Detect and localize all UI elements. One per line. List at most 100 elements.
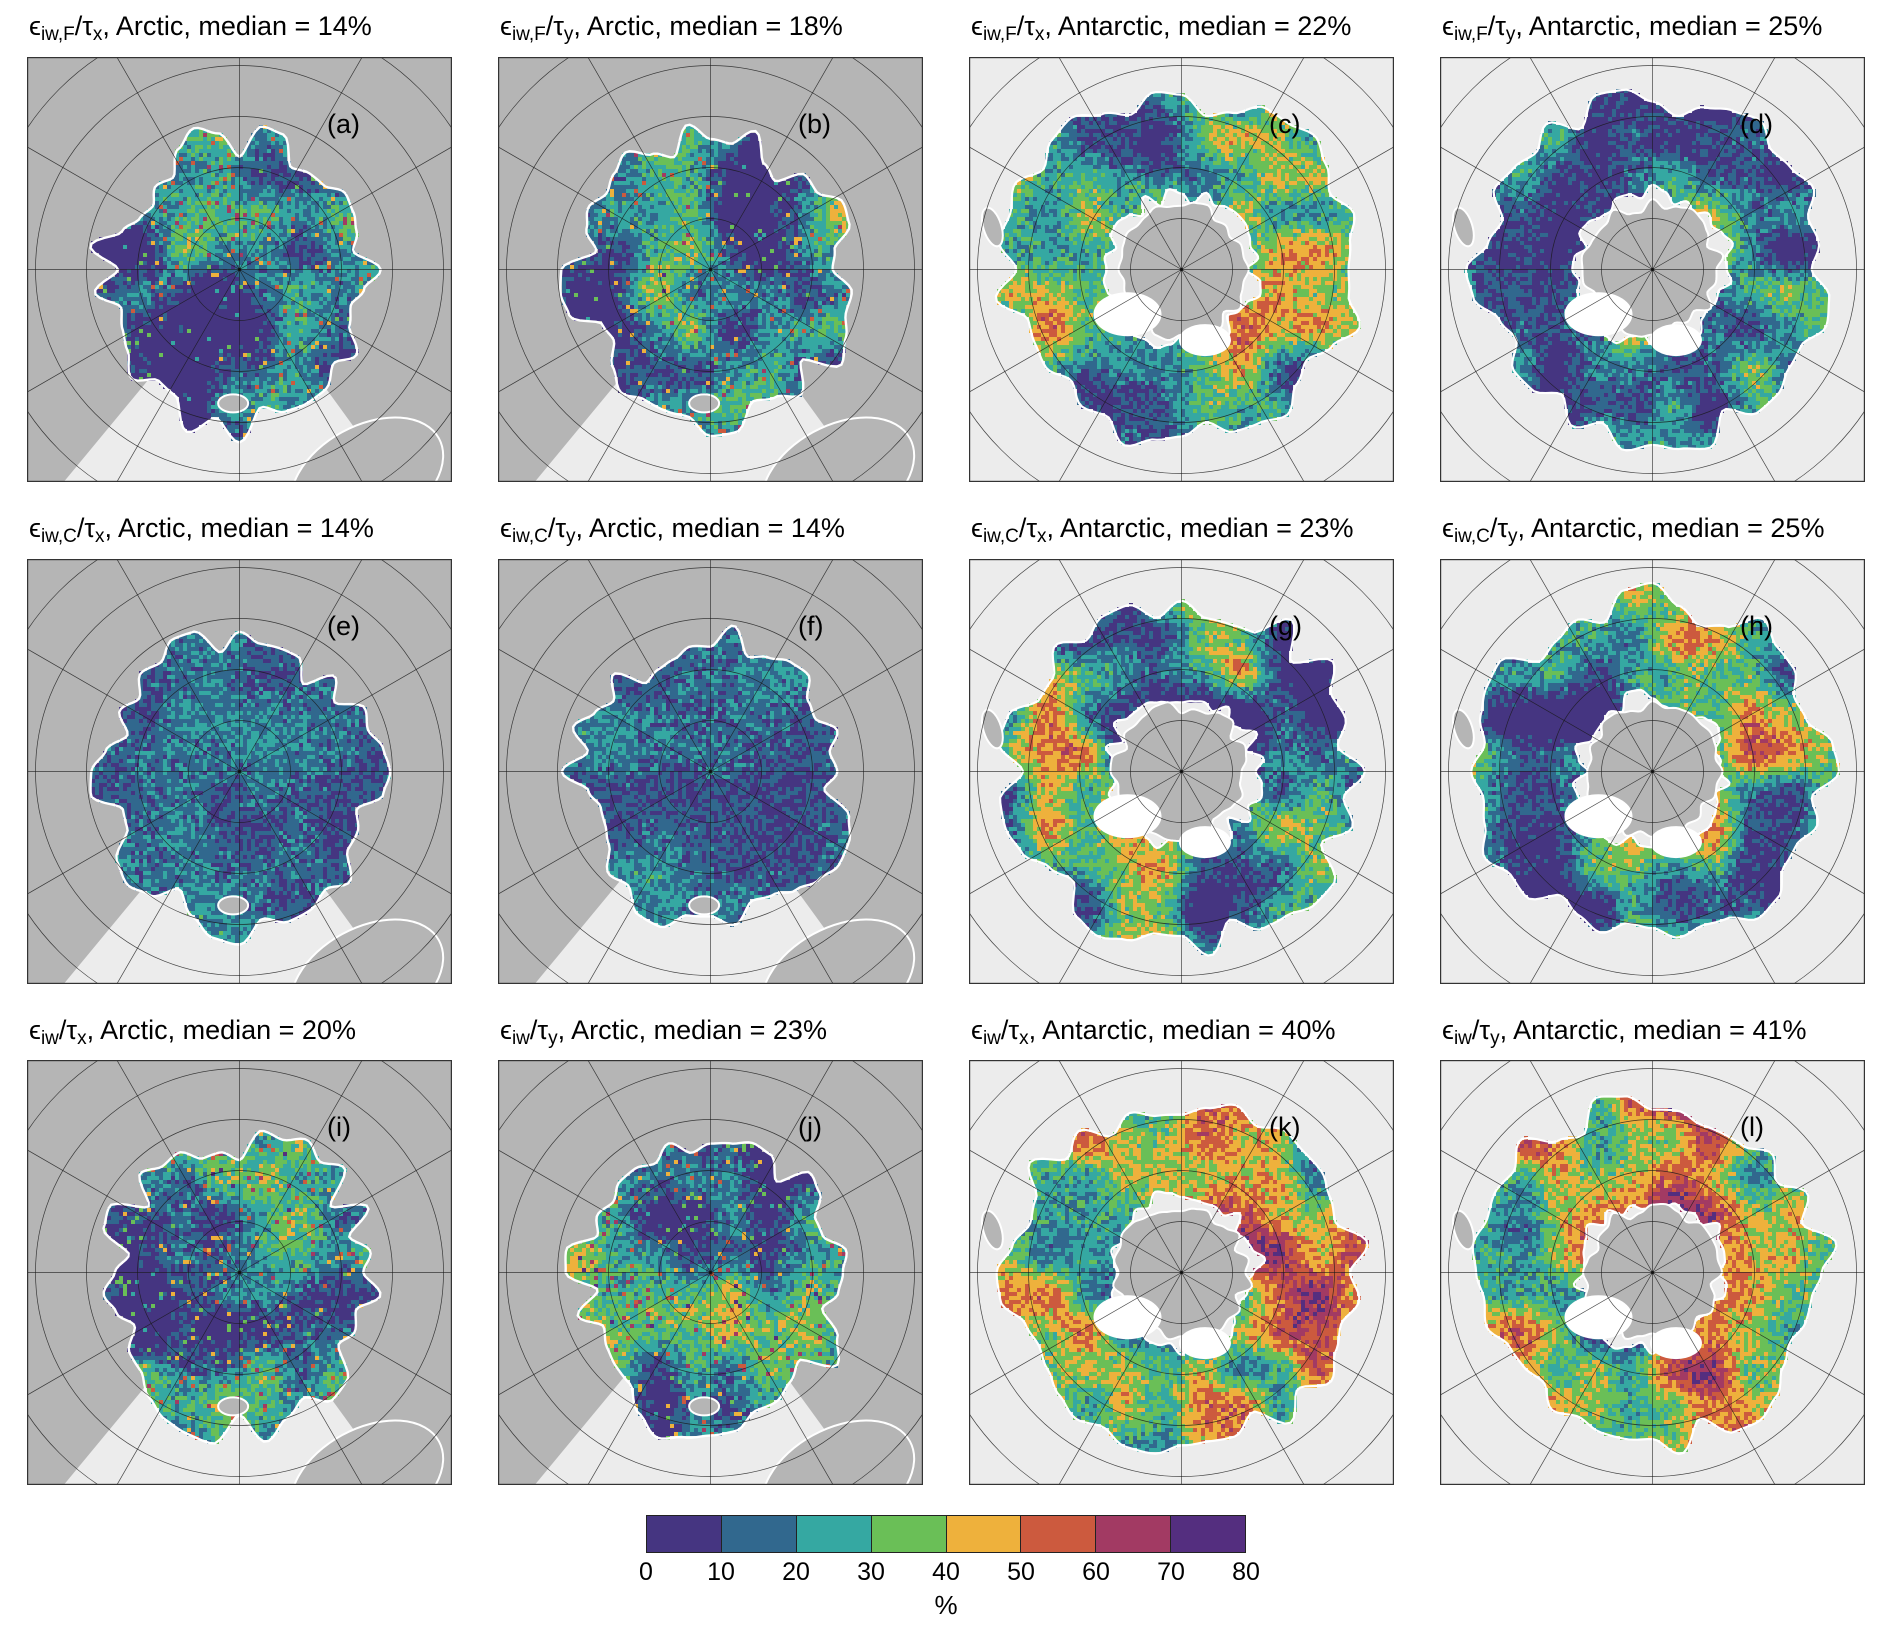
tau-symbol: τ [1008, 1014, 1020, 1045]
colorbar-segment [870, 1516, 946, 1553]
panel-k: ϵiw/τx, Antarctic, median = 40% (k) [969, 1014, 1394, 1486]
epsilon-subscript: iw,F [982, 23, 1017, 45]
colorbar-segment [1020, 1516, 1096, 1553]
tau-subscript: x [95, 525, 105, 547]
title-rest: , Antarctic, median = 40% [1028, 1014, 1336, 1045]
panel-title: ϵiw,C/τy, Antarctic, median = 25% [1442, 512, 1865, 553]
epsilon-subscript: iw [511, 1027, 530, 1049]
tau-symbol: τ [1024, 11, 1035, 41]
slash: / [74, 11, 83, 41]
epsilon-symbol: ϵ [500, 1014, 512, 1045]
title-rest: , Arctic, median = 14% [575, 512, 845, 543]
epsilon-subscript: iw,C [511, 525, 548, 547]
colorbar-ticks: 0 10 20 30 40 50 60 70 80 [639, 1556, 1260, 1588]
epsilon-symbol: ϵ [500, 512, 512, 543]
map-antarctic: (h) [1440, 558, 1865, 984]
colorbar-tick-label: 0 [639, 1558, 653, 1587]
panel-letter: (g) [1269, 610, 1302, 641]
map-canvas [1440, 56, 1865, 482]
panel-letter: (h) [1740, 610, 1773, 641]
colorbar-tick-label: 40 [932, 1558, 960, 1587]
tau-subscript: y [563, 23, 574, 45]
panel-i: ϵiw/τx, Arctic, median = 20% (i) [27, 1014, 452, 1486]
figure-grid: ϵiw,F/τx, Arctic, median = 14% (a) ϵiw,F… [27, 10, 1865, 1486]
panel-title: ϵiw,F/τy, Arctic, median = 18% [500, 10, 923, 51]
map-antarctic: (g) [969, 558, 1394, 984]
panel-title: ϵiw/τy, Antarctic, median = 41% [1442, 1014, 1865, 1055]
map-arctic: (b) [498, 56, 923, 482]
tau-symbol: τ [553, 11, 564, 41]
tau-symbol: τ [1479, 1014, 1491, 1045]
panel-title: ϵiw,C/τx, Arctic, median = 14% [29, 512, 452, 553]
epsilon-symbol: ϵ [500, 11, 512, 41]
panel-g: ϵiw,C/τx, Antarctic, median = 23% (g) [969, 512, 1394, 984]
epsilon-symbol: ϵ [1442, 512, 1454, 543]
map-canvas [498, 558, 923, 984]
epsilon-symbol: ϵ [971, 11, 983, 41]
tau-symbol: τ [1497, 512, 1509, 543]
panel-title: ϵiw/τx, Arctic, median = 20% [29, 1014, 452, 1055]
epsilon-subscript: iw,F [511, 23, 546, 45]
epsilon-symbol: ϵ [1442, 1014, 1454, 1045]
slash: / [1471, 1014, 1480, 1045]
colorbar-tick-label: 10 [707, 1558, 735, 1587]
map-canvas [27, 56, 452, 482]
panel-b: ϵiw,F/τy, Arctic, median = 18% (b) [498, 10, 923, 482]
epsilon-subscript: iw,F [1453, 23, 1488, 45]
panel-title: ϵiw,F/τx, Arctic, median = 14% [29, 10, 452, 51]
panel-letter: (j) [798, 1112, 822, 1143]
epsilon-subscript: iw [982, 1027, 1001, 1049]
colorbar-tick-label: 20 [782, 1558, 810, 1587]
panel-letter: (b) [798, 108, 831, 139]
title-rest: , Antarctic, median = 41% [1499, 1014, 1807, 1045]
title-rest: , Antarctic, median = 25% [1515, 11, 1823, 41]
title-rest: , Antarctic, median = 22% [1044, 11, 1352, 41]
map-canvas [969, 558, 1394, 984]
map-canvas [27, 558, 452, 984]
map-arctic: (i) [27, 1060, 452, 1486]
epsilon-subscript: iw [1453, 1027, 1472, 1049]
colorbar-segment [1095, 1516, 1171, 1553]
map-arctic: (e) [27, 558, 452, 984]
colorbar-segment [647, 1516, 721, 1553]
map-canvas [1440, 558, 1865, 984]
tau-subscript: y [566, 525, 576, 547]
epsilon-symbol: ϵ [1442, 11, 1454, 41]
epsilon-subscript: iw,C [1453, 525, 1490, 547]
colorbar: 0 10 20 30 40 50 60 70 80 % [0, 1515, 1892, 1647]
colorbar-tick-label: 60 [1082, 1558, 1110, 1587]
tau-symbol: τ [1026, 512, 1038, 543]
title-rest: , Antarctic, median = 25% [1517, 512, 1825, 543]
title-rest: , Arctic, median = 23% [557, 1014, 827, 1045]
tau-symbol: τ [1495, 11, 1506, 41]
tau-subscript: x [1034, 23, 1045, 45]
tau-subscript: y [1505, 23, 1516, 45]
panel-title: ϵiw,C/τx, Antarctic, median = 23% [971, 512, 1394, 553]
colorbar-tick-label: 70 [1157, 1558, 1185, 1587]
colorbar-unit-label: % [934, 1590, 958, 1621]
slash: / [1018, 512, 1027, 543]
map-canvas [969, 1060, 1394, 1486]
map-antarctic: (l) [1440, 1060, 1865, 1486]
colorbar-segment [795, 1516, 871, 1553]
slash: / [1489, 512, 1498, 543]
panel-letter: (k) [1269, 1112, 1301, 1143]
panel-letter: (l) [1740, 1112, 1764, 1143]
panel-letter: (d) [1740, 108, 1773, 139]
panel-title: ϵiw,F/τx, Antarctic, median = 22% [971, 10, 1394, 51]
tau-symbol: τ [82, 11, 93, 41]
epsilon-symbol: ϵ [971, 1014, 983, 1045]
title-rest: , Arctic, median = 14% [102, 11, 372, 41]
panel-c: ϵiw,F/τx, Antarctic, median = 22% (c) [969, 10, 1394, 482]
tau-symbol: τ [537, 1014, 549, 1045]
epsilon-subscript: iw,C [982, 525, 1019, 547]
colorbar-segment [945, 1516, 1021, 1553]
title-rest: , Arctic, median = 20% [86, 1014, 356, 1045]
colorbar-tick-label: 50 [1007, 1558, 1035, 1587]
epsilon-symbol: ϵ [29, 512, 41, 543]
panel-letter: (e) [327, 610, 360, 641]
colorbar-segment [720, 1516, 796, 1553]
epsilon-symbol: ϵ [971, 512, 983, 543]
title-rest: , Arctic, median = 18% [573, 11, 843, 41]
slash: / [547, 512, 556, 543]
